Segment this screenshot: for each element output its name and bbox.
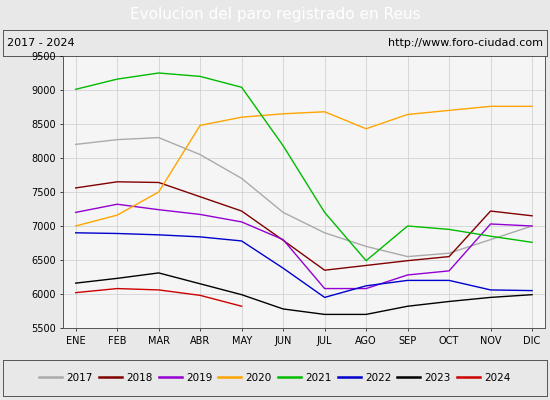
Legend: 2017, 2018, 2019, 2020, 2021, 2022, 2023, 2024: 2017, 2018, 2019, 2020, 2021, 2022, 2023… [35, 369, 515, 387]
Text: Evolucion del paro registrado en Reus: Evolucion del paro registrado en Reus [130, 8, 420, 22]
Text: 2017 - 2024: 2017 - 2024 [7, 38, 75, 48]
Text: http://www.foro-ciudad.com: http://www.foro-ciudad.com [388, 38, 543, 48]
